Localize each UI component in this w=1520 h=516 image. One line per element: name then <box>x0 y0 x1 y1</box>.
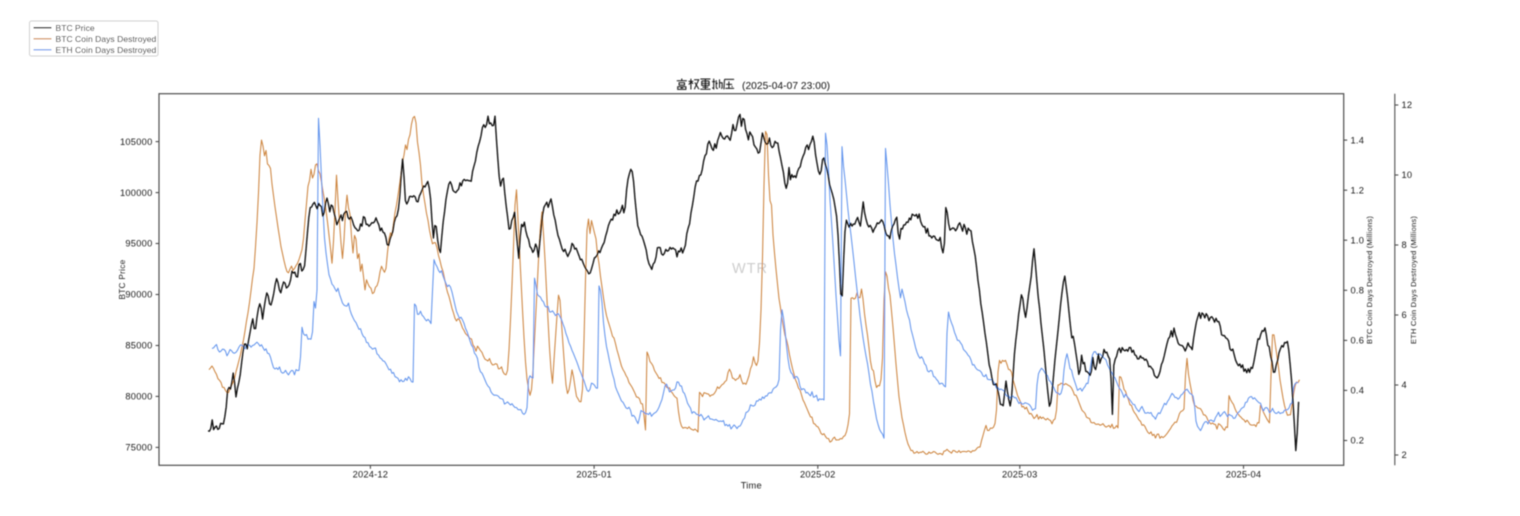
svg-text:2024-12: 2024-12 <box>353 470 389 480</box>
svg-text:80000: 80000 <box>125 392 152 402</box>
svg-text:BTC Price: BTC Price <box>118 259 127 299</box>
svg-text:4: 4 <box>1402 380 1407 390</box>
svg-text:2025-02: 2025-02 <box>800 470 836 480</box>
svg-text:100000: 100000 <box>120 188 153 198</box>
svg-text:0.6: 0.6 <box>1351 336 1365 346</box>
svg-text:6: 6 <box>1402 310 1407 320</box>
svg-text:105000: 105000 <box>120 137 153 147</box>
svg-text:1.0: 1.0 <box>1351 235 1365 245</box>
svg-text:(2025-04-07 23:00): (2025-04-07 23:00) <box>742 81 830 92</box>
svg-text:ETH Coin Days Destroyed: ETH Coin Days Destroyed <box>56 45 157 55</box>
svg-text:2025-03: 2025-03 <box>1002 470 1038 480</box>
svg-text:1.2: 1.2 <box>1351 185 1365 195</box>
svg-text:2025-01: 2025-01 <box>576 470 612 480</box>
svg-text:2: 2 <box>1402 450 1407 460</box>
svg-text:90000: 90000 <box>125 290 152 300</box>
svg-text:BTC Coin Days Destroyed: BTC Coin Days Destroyed <box>56 34 157 44</box>
svg-text:95000: 95000 <box>125 239 152 249</box>
svg-text:0.8: 0.8 <box>1351 286 1365 296</box>
svg-text:WTR: WTR <box>732 261 768 277</box>
svg-text:Time: Time <box>741 481 762 491</box>
svg-text:12: 12 <box>1402 100 1413 110</box>
svg-text:10: 10 <box>1402 170 1413 180</box>
svg-text:0.2: 0.2 <box>1351 436 1365 446</box>
svg-text:BTC Coin Days Destroyed (Milli: BTC Coin Days Destroyed (Millions) <box>1365 216 1374 345</box>
svg-text:75000: 75000 <box>125 443 152 453</box>
svg-text:85000: 85000 <box>125 341 152 351</box>
svg-text:0.4: 0.4 <box>1351 386 1365 396</box>
svg-text:8: 8 <box>1402 240 1407 250</box>
svg-text:ETH Coin Days Destroyed (Milli: ETH Coin Days Destroyed (Millions) <box>1409 216 1418 345</box>
svg-text:1.4: 1.4 <box>1351 135 1365 145</box>
svg-text:BTC Price: BTC Price <box>56 23 95 33</box>
svg-text:2025-04: 2025-04 <box>1226 470 1262 480</box>
